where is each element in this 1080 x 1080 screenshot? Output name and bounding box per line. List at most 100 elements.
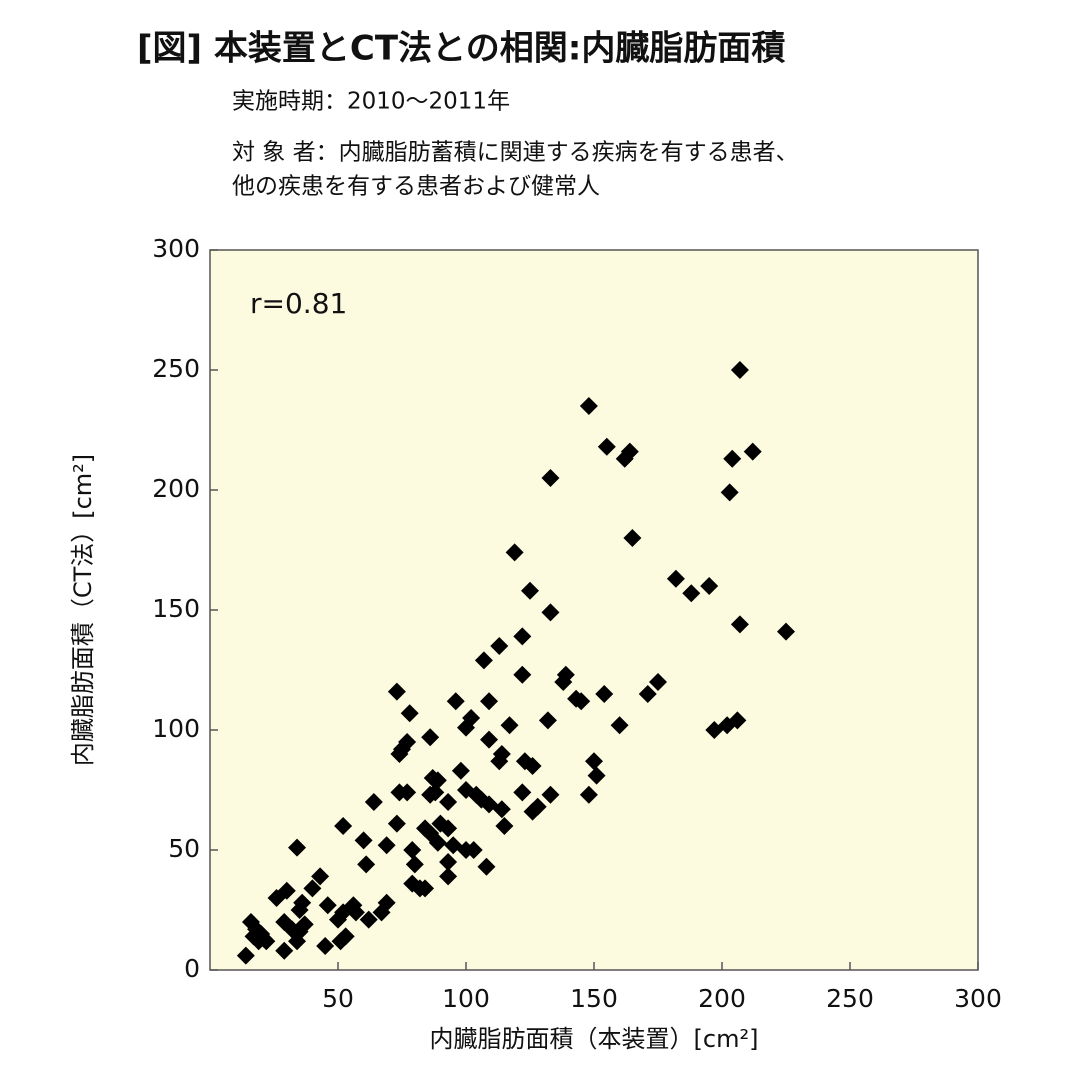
point bbox=[541, 469, 560, 487]
point bbox=[311, 867, 330, 886]
point bbox=[364, 793, 383, 811]
y-tick-label: 0 bbox=[184, 954, 200, 983]
point bbox=[538, 711, 557, 730]
x-tick-label: 300 bbox=[954, 984, 1002, 1013]
point bbox=[730, 615, 749, 634]
point bbox=[480, 730, 499, 749]
point bbox=[700, 577, 719, 595]
point bbox=[439, 793, 458, 811]
point bbox=[400, 704, 419, 723]
point bbox=[457, 718, 475, 737]
point bbox=[495, 817, 514, 835]
point bbox=[541, 785, 560, 804]
subtitle: 対 象 者：内臓脂肪蓄積に関連する疾病を有する患者、 bbox=[232, 140, 799, 166]
point bbox=[428, 833, 447, 852]
subtitle: 実施時期：2010〜2011年 bbox=[232, 89, 510, 115]
point bbox=[257, 932, 276, 951]
point bbox=[329, 910, 347, 929]
point bbox=[267, 889, 286, 907]
point bbox=[500, 716, 519, 735]
point bbox=[421, 728, 440, 747]
chart-title: [図] 本装置とCT法との相関:内臓脂肪面積 bbox=[137, 29, 785, 69]
point bbox=[649, 673, 667, 691]
x-tick-label: 100 bbox=[442, 984, 490, 1013]
point bbox=[359, 910, 378, 929]
point bbox=[513, 783, 532, 802]
point bbox=[638, 685, 657, 703]
point bbox=[728, 711, 747, 730]
point bbox=[474, 651, 493, 670]
point bbox=[405, 855, 424, 874]
point bbox=[521, 581, 539, 600]
point bbox=[620, 442, 639, 461]
point bbox=[387, 682, 406, 701]
point bbox=[513, 665, 532, 684]
point bbox=[723, 449, 742, 468]
point bbox=[398, 783, 417, 802]
point bbox=[451, 761, 470, 780]
point bbox=[541, 603, 560, 622]
x-axis-label: 内臓脂肪面積（本装置）[cm²] bbox=[430, 1025, 759, 1053]
point bbox=[403, 841, 422, 859]
plot-area bbox=[209, 249, 979, 971]
point bbox=[275, 941, 294, 960]
x-tick-label: 200 bbox=[698, 984, 746, 1013]
point bbox=[490, 752, 509, 771]
point bbox=[377, 836, 396, 855]
x-tick-label: 50 bbox=[322, 984, 354, 1013]
subtitle: 他の疾患を有する患者および健常人 bbox=[232, 174, 600, 200]
y-tick-label: 100 bbox=[152, 714, 200, 743]
y-axis-label: 内臓脂肪面積（CT法）[cm²] bbox=[69, 454, 97, 766]
point bbox=[777, 622, 795, 641]
y-tick-label: 50 bbox=[168, 834, 200, 863]
point bbox=[666, 569, 685, 588]
point bbox=[318, 896, 337, 915]
point bbox=[730, 361, 749, 379]
point bbox=[336, 927, 355, 946]
point bbox=[610, 716, 629, 735]
point bbox=[372, 903, 391, 922]
point bbox=[623, 529, 642, 547]
point bbox=[346, 903, 365, 922]
point bbox=[387, 814, 406, 833]
point bbox=[554, 673, 573, 691]
point bbox=[585, 752, 603, 771]
point bbox=[595, 685, 614, 703]
point bbox=[290, 901, 309, 919]
point bbox=[357, 855, 376, 874]
point bbox=[354, 831, 373, 850]
point bbox=[579, 785, 598, 804]
point bbox=[426, 783, 445, 802]
y-tick-label: 300 bbox=[152, 234, 200, 263]
point bbox=[523, 757, 542, 775]
y-tick-label: 200 bbox=[152, 474, 200, 503]
point bbox=[439, 853, 458, 871]
point bbox=[513, 627, 532, 646]
point bbox=[743, 442, 762, 461]
point bbox=[528, 797, 547, 816]
point bbox=[477, 857, 496, 876]
point bbox=[316, 937, 335, 955]
point bbox=[720, 483, 739, 502]
point bbox=[439, 867, 458, 886]
point bbox=[303, 879, 322, 898]
x-tick-label: 150 bbox=[570, 984, 618, 1013]
point bbox=[288, 838, 307, 857]
point bbox=[334, 817, 353, 835]
point bbox=[236, 946, 255, 965]
point bbox=[587, 766, 606, 785]
point bbox=[393, 740, 411, 759]
point bbox=[480, 692, 499, 711]
point bbox=[572, 692, 591, 711]
y-tick-label: 250 bbox=[152, 354, 200, 383]
point bbox=[597, 437, 616, 456]
point bbox=[428, 771, 447, 790]
point bbox=[490, 637, 509, 655]
point bbox=[505, 543, 524, 562]
point bbox=[431, 814, 450, 833]
point bbox=[682, 584, 701, 603]
point bbox=[288, 932, 307, 951]
x-tick-label: 250 bbox=[826, 984, 874, 1013]
y-tick-label: 150 bbox=[152, 594, 200, 623]
